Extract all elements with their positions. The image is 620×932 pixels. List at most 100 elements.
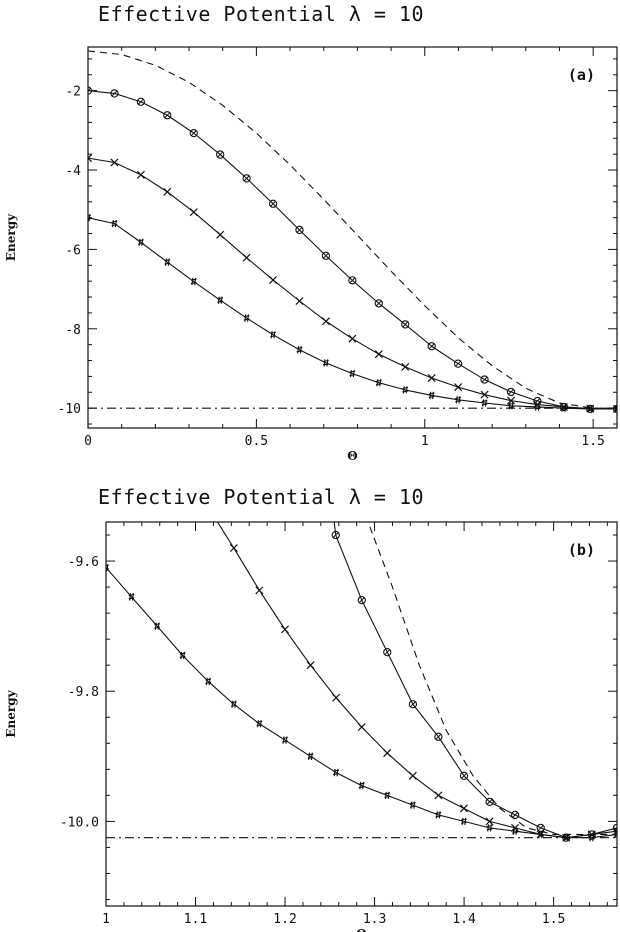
series-2-point	[189, 208, 198, 217]
y-axis-label: Energy	[4, 213, 18, 261]
plot-frame	[105, 521, 618, 907]
series-2-point	[485, 817, 494, 826]
series-3-point	[588, 834, 595, 842]
series-1-point	[408, 700, 418, 709]
series-line-2	[216, 522, 617, 839]
panel-tag: (b)	[568, 541, 595, 559]
series-1-point	[453, 359, 463, 368]
x-tick-label: 0	[84, 434, 92, 449]
chart-b-svg: 1 1.1 1.2 1.3 1.4 1.5 -10.0 -9.8 -9.6 Θ Energy (b)	[4, 521, 618, 932]
chart-panel-b: Effective Potential λ = 10 1 1.1 1.2 1.3 1.4…	[0, 465, 620, 932]
series-3-point	[384, 791, 391, 800]
series-3-point	[307, 752, 314, 760]
y-tick-label: -2	[65, 85, 81, 100]
panel-tag: (a)	[568, 66, 595, 84]
chart-a-svg: 0 0.5 1 1.5 -10 -8 -6 -4 -2 Θ Energy (a)	[4, 46, 618, 463]
series-3-point	[111, 219, 118, 228]
y-tick-label: -9.6	[68, 555, 99, 570]
series-2-point	[357, 722, 366, 732]
series-1-point	[295, 225, 304, 235]
plot-area	[88, 50, 617, 414]
series-3-point	[461, 817, 467, 826]
x-axis-label: Θ	[356, 927, 366, 932]
series-3-point	[256, 720, 263, 728]
series-line-1	[333, 522, 617, 839]
series-3-point	[375, 379, 382, 387]
x-tick-label: 1.5	[581, 434, 604, 449]
series-1-point	[434, 732, 443, 741]
series-2-point	[242, 253, 251, 262]
series-3-point	[455, 396, 462, 404]
series-line-3	[106, 567, 617, 839]
series-3-point	[428, 391, 435, 400]
series-1-point	[533, 396, 542, 406]
series-2-point	[332, 693, 341, 702]
series-3-point	[435, 811, 442, 819]
y-tick-label: -10	[58, 402, 81, 417]
series-2-point	[454, 383, 463, 392]
y-tick-label: -4	[65, 164, 81, 179]
x-tick-label: 0.5	[245, 434, 268, 449]
series-2-point	[216, 230, 225, 239]
series-3-point	[296, 346, 303, 354]
series-line-3	[88, 217, 617, 410]
series-3-point	[282, 736, 288, 744]
series-3-point	[349, 369, 356, 378]
series-1-point	[374, 299, 383, 308]
series-1-point	[383, 648, 392, 657]
series-3-point	[537, 830, 544, 839]
series-2-point	[383, 749, 392, 758]
series-3-point	[164, 258, 171, 266]
series-3-point	[230, 700, 237, 708]
series-1-point	[427, 342, 436, 351]
x-tick-label: 1	[421, 434, 429, 449]
series-1-point	[506, 387, 516, 397]
series-2-point	[408, 771, 417, 780]
series-1-point	[88, 86, 93, 95]
plot-frame	[87, 46, 618, 429]
series-3-point	[179, 651, 186, 660]
series-line-0	[367, 522, 617, 835]
series-2-point	[401, 362, 410, 371]
series-2-point	[459, 804, 468, 813]
series-1-point	[485, 797, 494, 807]
y-axis-label: Energy	[4, 689, 18, 737]
series-2-point	[136, 170, 145, 179]
series-2-point	[434, 791, 443, 800]
series-3-point	[333, 768, 339, 777]
series-2-point	[88, 154, 93, 163]
series-3-point	[409, 801, 416, 809]
series-line-0	[88, 50, 617, 409]
series-1-point	[268, 199, 278, 208]
y-tick-label: -10.0	[60, 815, 99, 830]
series-2-point	[427, 373, 436, 383]
series-1-point	[163, 111, 172, 120]
series-3-point	[217, 296, 224, 304]
series-3-point	[128, 593, 135, 601]
series-3-point	[402, 386, 409, 394]
series-1-point	[242, 174, 251, 183]
series-line-1	[88, 90, 617, 410]
series-2-point	[110, 158, 119, 167]
series-2-point	[612, 827, 617, 836]
series-1-point	[331, 530, 340, 540]
series-3-point	[486, 824, 493, 832]
series-3-point	[88, 213, 91, 222]
series-1-point	[401, 320, 410, 329]
series-3-point	[481, 399, 488, 407]
series-1-point	[110, 89, 119, 98]
series-2-point	[374, 350, 383, 359]
chart-panel-a: Effective Potential λ = 10 0 0.5 1 1.5 -10 -8…	[0, 0, 620, 463]
series-2-point	[255, 586, 264, 595]
series-3-point	[106, 563, 109, 572]
x-tick-label: 1.4	[452, 912, 476, 927]
y-tick-label: -9.8	[68, 685, 99, 700]
series-3-point	[587, 405, 594, 413]
series-3-point	[323, 359, 329, 367]
series-1-point	[480, 375, 489, 384]
x-tick-label: 1	[102, 912, 110, 927]
series-1-point	[136, 97, 146, 106]
series-3-point	[358, 781, 365, 790]
series-3-point	[154, 622, 161, 630]
series-3-point	[270, 331, 276, 339]
